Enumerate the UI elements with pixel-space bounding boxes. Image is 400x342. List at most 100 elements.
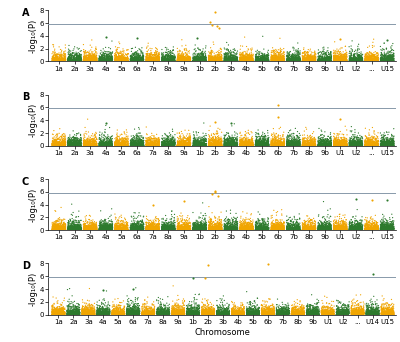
- Point: [176, 141, 182, 146]
- Point: [194, 310, 200, 316]
- Point: [274, 52, 280, 58]
- Point: [131, 312, 138, 317]
- Point: [386, 49, 393, 54]
- Point: [269, 227, 275, 233]
- Point: [341, 308, 347, 314]
- Point: [113, 142, 119, 147]
- Point: [247, 57, 254, 63]
- Point: [213, 58, 219, 64]
- Point: [164, 311, 170, 316]
- Point: [302, 222, 309, 228]
- Point: [348, 311, 355, 316]
- Point: [77, 141, 84, 146]
- Point: [202, 309, 208, 314]
- Point: [214, 56, 220, 62]
- Point: [274, 227, 280, 232]
- Point: [232, 227, 239, 233]
- Point: [246, 140, 252, 146]
- Point: [253, 137, 260, 142]
- Point: [293, 224, 299, 229]
- Point: [60, 58, 66, 63]
- Point: [132, 135, 138, 141]
- Point: [336, 227, 343, 233]
- Point: [166, 305, 172, 311]
- Point: [124, 143, 131, 148]
- Point: [58, 309, 64, 314]
- Point: [311, 142, 317, 147]
- Point: [69, 59, 75, 64]
- Point: [71, 307, 77, 313]
- Point: [175, 224, 182, 229]
- Point: [230, 142, 236, 147]
- Point: [352, 56, 358, 62]
- Point: [193, 56, 200, 62]
- Point: [343, 227, 350, 232]
- Point: [194, 56, 201, 62]
- Point: [179, 49, 186, 55]
- Point: [338, 223, 344, 228]
- Point: [191, 226, 198, 232]
- Point: [380, 57, 386, 63]
- Point: [66, 143, 72, 148]
- Point: [355, 141, 361, 147]
- Point: [321, 136, 327, 142]
- Point: [312, 56, 318, 62]
- Point: [85, 311, 92, 316]
- Point: [202, 53, 209, 59]
- Point: [52, 142, 58, 147]
- Point: [349, 311, 356, 317]
- Point: [246, 223, 252, 229]
- Point: [290, 58, 296, 63]
- Point: [70, 219, 76, 224]
- Point: [297, 311, 304, 316]
- Point: [382, 141, 389, 147]
- Point: [81, 58, 87, 63]
- Point: [308, 310, 315, 315]
- Point: [194, 58, 201, 64]
- Point: [118, 131, 124, 137]
- Point: [246, 300, 252, 305]
- Point: [180, 56, 187, 62]
- Point: [195, 57, 202, 63]
- Point: [343, 226, 350, 232]
- Point: [256, 308, 262, 313]
- Point: [311, 141, 317, 146]
- Point: [54, 311, 60, 317]
- Point: [60, 49, 67, 55]
- Point: [229, 227, 236, 233]
- Point: [76, 57, 82, 63]
- Point: [364, 227, 371, 233]
- Point: [202, 305, 209, 311]
- Point: [132, 141, 138, 146]
- Point: [387, 308, 393, 314]
- Point: [386, 310, 392, 316]
- Point: [366, 53, 373, 58]
- Point: [92, 222, 99, 227]
- Point: [178, 312, 184, 317]
- Point: [94, 308, 100, 314]
- Point: [178, 224, 184, 229]
- Point: [165, 143, 171, 148]
- Point: [62, 54, 68, 59]
- Point: [60, 311, 66, 316]
- Point: [265, 309, 271, 314]
- Point: [136, 227, 143, 233]
- Point: [324, 57, 331, 62]
- Point: [104, 135, 110, 140]
- Point: [305, 143, 311, 148]
- Point: [283, 309, 290, 315]
- Point: [126, 308, 132, 314]
- Point: [82, 311, 88, 316]
- Point: [53, 142, 60, 147]
- Point: [256, 58, 263, 64]
- Point: [122, 55, 129, 61]
- Point: [291, 57, 297, 63]
- Point: [310, 58, 316, 63]
- Point: [225, 137, 232, 143]
- Point: [379, 57, 385, 63]
- Point: [128, 310, 134, 315]
- Point: [180, 143, 186, 148]
- Point: [351, 227, 357, 233]
- Point: [206, 58, 212, 64]
- Point: [291, 308, 298, 314]
